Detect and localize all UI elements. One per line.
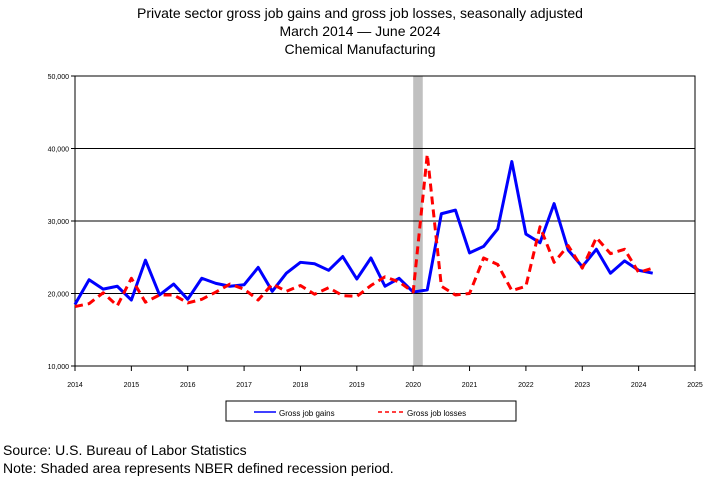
y-tick-label-4: 50,000 <box>48 74 70 81</box>
y-tick-label-2: 30,000 <box>48 219 70 226</box>
legend-label-gains: Gross job gains <box>279 409 335 418</box>
x-tick-label-9: 2023 <box>574 382 590 389</box>
chart-date-range: March 2014 — June 2024 <box>279 23 441 39</box>
x-tick-label-0: 2014 <box>67 382 83 389</box>
x-tick-label-6: 2020 <box>405 382 421 389</box>
x-tick-label-10: 2024 <box>631 382 647 389</box>
series-line-losses <box>74 152 654 309</box>
chart-title-block: Private sector gross job gains and gross… <box>0 4 720 58</box>
chart-title: Private sector gross job gains and gross… <box>137 5 583 21</box>
recession-note: Note: Shaded area represents NBER define… <box>3 460 394 476</box>
legend-box <box>225 400 517 422</box>
source-note: Source: U.S. Bureau of Labor Statistics <box>3 442 247 458</box>
y-tick-label-3: 40,000 <box>48 147 70 154</box>
line-chart: 10,000 20,000 30,000 40,000 50,000 2014 2015 2… <box>48 74 703 422</box>
y-tick-label-1: 20,000 <box>48 292 70 299</box>
series-line-gains <box>73 160 654 306</box>
y-tick-label-0: 10,000 <box>48 364 70 371</box>
x-tick-label-4: 2018 <box>293 382 309 389</box>
legend-label-losses: Gross job losses <box>407 409 466 418</box>
x-tick-label-1: 2015 <box>124 382 140 389</box>
x-tick-label-8: 2022 <box>518 382 534 389</box>
x-tick-label-2: 2016 <box>180 382 196 389</box>
x-tick-label-7: 2021 <box>462 382 478 389</box>
x-tick-label-5: 2019 <box>349 382 365 389</box>
x-tick-label-3: 2017 <box>236 382 252 389</box>
x-tick-label-11: 2025 <box>687 382 703 389</box>
chart-industry: Chemical Manufacturing <box>284 41 436 57</box>
